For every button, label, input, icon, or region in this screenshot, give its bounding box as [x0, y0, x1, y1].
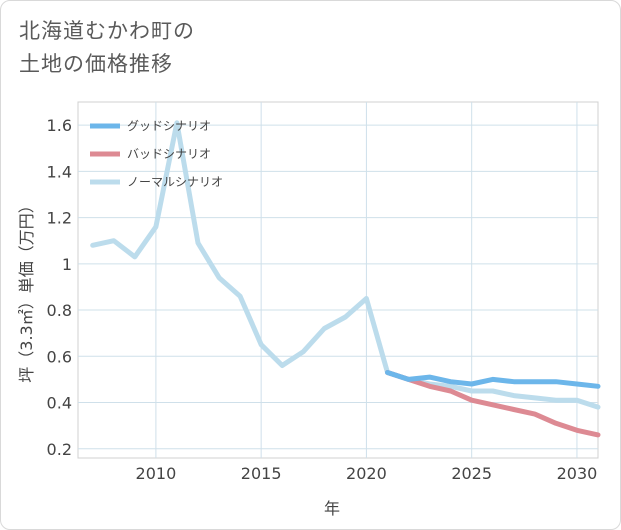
y-tick-label: 0.2 [47, 440, 72, 459]
y-axis-title: 坪（3.3㎡）単価（万円） [17, 197, 36, 382]
y-tick-label: 0.8 [47, 301, 72, 320]
y-tick-label: 0.4 [47, 394, 72, 413]
x-tick-label: 2020 [346, 464, 387, 483]
y-tick-label: 0.6 [47, 347, 72, 366]
axis-ticks: 2010 2015 2020 2025 2030 0.2 0.4 0.6 0.8 1 1.2 1.4 1… [47, 116, 598, 483]
legend-label[interactable]: グッドシナリオ [127, 119, 211, 133]
series-line-2 [90, 120, 601, 410]
x-tick-label: 2010 [136, 464, 177, 483]
x-tick-label: 2025 [451, 464, 492, 483]
x-tick-label: 2015 [241, 464, 282, 483]
y-tick-label: 1 [62, 255, 72, 274]
y-tick-label: 1.6 [47, 116, 72, 135]
x-axis-title: 年 [324, 499, 340, 518]
y-tick-label: 1.4 [47, 162, 72, 181]
x-tick-label: 2030 [557, 464, 598, 483]
chart-title-line-1: 北海道むかわ町の [19, 19, 195, 43]
chart-title-line-2: 土地の価格推移 [19, 52, 173, 76]
series-line-0 [385, 370, 601, 389]
legend-label[interactable]: ノーマルシナリオ [127, 175, 223, 189]
legend-label[interactable]: バッドシナリオ [127, 147, 211, 161]
series-lines [90, 120, 601, 438]
y-tick-label: 1.2 [47, 209, 72, 228]
chart-title: 北海道むかわ町の 土地の価格推移 [19, 15, 195, 81]
series-line-1 [385, 370, 601, 438]
grid-lines [78, 102, 598, 458]
plot-area [77, 101, 599, 459]
